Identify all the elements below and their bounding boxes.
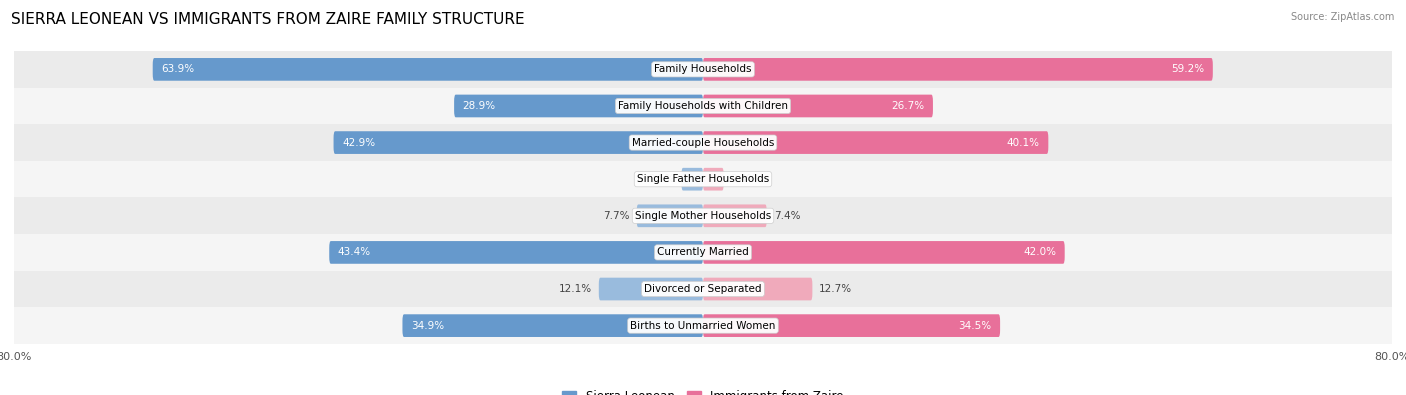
FancyBboxPatch shape [703,168,724,190]
Bar [14,198,1392,234]
FancyBboxPatch shape [402,314,703,337]
Text: 34.9%: 34.9% [411,321,444,331]
FancyBboxPatch shape [153,58,703,81]
Text: SIERRA LEONEAN VS IMMIGRANTS FROM ZAIRE FAMILY STRUCTURE: SIERRA LEONEAN VS IMMIGRANTS FROM ZAIRE … [11,12,524,27]
Text: Single Father Households: Single Father Households [637,174,769,184]
FancyBboxPatch shape [599,278,703,300]
Text: 26.7%: 26.7% [891,101,924,111]
Text: Family Households: Family Households [654,64,752,74]
Text: 7.4%: 7.4% [773,211,800,221]
Text: 42.0%: 42.0% [1024,247,1056,258]
Text: 12.7%: 12.7% [820,284,852,294]
FancyBboxPatch shape [703,278,813,300]
Text: 2.5%: 2.5% [648,174,675,184]
FancyBboxPatch shape [703,131,1049,154]
Text: Currently Married: Currently Married [657,247,749,258]
FancyBboxPatch shape [454,95,703,117]
Text: 34.5%: 34.5% [959,321,991,331]
Text: Divorced or Separated: Divorced or Separated [644,284,762,294]
Bar [14,234,1392,271]
Text: 63.9%: 63.9% [162,64,194,74]
Text: Source: ZipAtlas.com: Source: ZipAtlas.com [1291,12,1395,22]
Text: 2.4%: 2.4% [731,174,756,184]
FancyBboxPatch shape [333,131,703,154]
Text: 59.2%: 59.2% [1171,64,1204,74]
FancyBboxPatch shape [703,205,766,227]
Text: 43.4%: 43.4% [337,247,371,258]
Text: 40.1%: 40.1% [1007,137,1039,148]
FancyBboxPatch shape [703,314,1000,337]
Text: 12.1%: 12.1% [558,284,592,294]
FancyBboxPatch shape [703,241,1064,264]
Text: 42.9%: 42.9% [342,137,375,148]
Text: Births to Unmarried Women: Births to Unmarried Women [630,321,776,331]
FancyBboxPatch shape [703,95,934,117]
Bar [14,161,1392,198]
Text: 28.9%: 28.9% [463,101,496,111]
Bar [14,88,1392,124]
Bar [14,271,1392,307]
FancyBboxPatch shape [637,205,703,227]
Bar [14,124,1392,161]
Legend: Sierra Leonean, Immigrants from Zaire: Sierra Leonean, Immigrants from Zaire [558,385,848,395]
Bar [14,307,1392,344]
Text: 7.7%: 7.7% [603,211,630,221]
Text: Single Mother Households: Single Mother Households [636,211,770,221]
FancyBboxPatch shape [703,58,1213,81]
FancyBboxPatch shape [682,168,703,190]
Text: Family Households with Children: Family Households with Children [619,101,787,111]
FancyBboxPatch shape [329,241,703,264]
Text: Married-couple Households: Married-couple Households [631,137,775,148]
Bar [14,51,1392,88]
